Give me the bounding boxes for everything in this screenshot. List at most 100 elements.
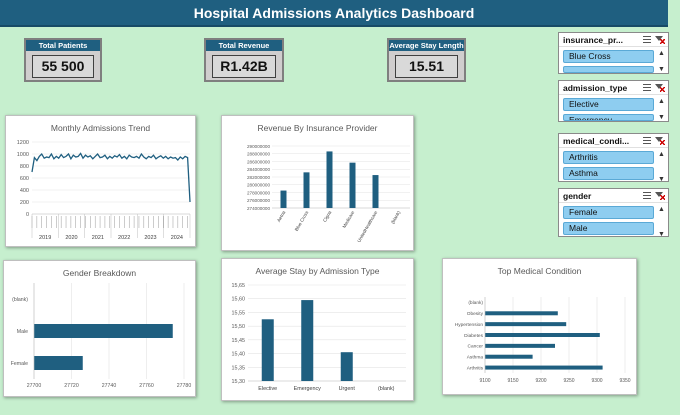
y-tick-label: 0 <box>26 212 29 218</box>
medical-condition-plot: 9100 9150 9200 9250 9300 9350 (blank) Obesity Hy… <box>455 297 631 384</box>
year-label: 2020 <box>65 235 77 241</box>
x-tick-label: 9100 <box>479 378 490 384</box>
slicer-item[interactable]: Elective <box>563 98 654 111</box>
y-tick-label: (blank) <box>12 297 28 303</box>
y-tick-label: Asthma <box>467 355 484 361</box>
slicer-item[interactable]: Male <box>563 222 654 235</box>
clear-filter-icon[interactable] <box>655 136 665 145</box>
y-tick-label: 1000 <box>17 152 29 158</box>
clear-filter-icon[interactable] <box>655 35 665 44</box>
y-tick-label: 1200 <box>17 140 29 146</box>
chart-title: Gender Breakdown <box>62 268 137 278</box>
year-label: 2023 <box>144 235 156 241</box>
revenue-plot: 274000000 276000000 278000000 280000000 2820… <box>247 144 410 244</box>
x-tick-label: UnitedHealthcare <box>356 210 378 244</box>
revenue-by-insurance-chart[interactable]: Revenue By Insurance Provider 274000000 2… <box>221 115 414 251</box>
kpi-label: Total Revenue <box>206 40 282 51</box>
y-tick-label: Hypertension <box>455 322 484 328</box>
slicer-item[interactable]: Blue Cross <box>563 50 654 63</box>
y-tick-label: Arthritis <box>467 365 484 371</box>
slicer-gender[interactable]: gender Female Male ▲ ▼ <box>558 188 669 238</box>
average-stay-chart[interactable]: Average Stay by Admission Type 15,30 15,3… <box>221 258 414 401</box>
kpi-label: Total Patients <box>26 40 100 51</box>
multi-select-icon[interactable] <box>642 136 652 145</box>
chart-title: Average Stay by Admission Type <box>255 266 380 276</box>
x-tick-label: 9200 <box>535 378 546 384</box>
y-tick-label: (blank) <box>468 300 483 306</box>
slicer-scrollbar[interactable]: ▲ ▼ <box>657 98 666 121</box>
clear-filter-icon[interactable] <box>655 191 665 200</box>
y-tick-label: 274000000 <box>247 206 270 211</box>
x-tick-label: 9150 <box>507 378 518 384</box>
x-tick-label: Blue Cross <box>294 209 310 232</box>
slicer-medical-condition[interactable]: medical_condi... Arthritis Asthma ▲ ▼ <box>558 133 669 183</box>
slicer-scrollbar[interactable]: ▲ ▼ <box>657 151 666 183</box>
kpi-value: R1.42B <box>212 55 276 78</box>
revenue-bar <box>372 175 379 208</box>
revenue-bar <box>280 190 287 208</box>
slicer-item[interactable]: Arthritis <box>563 151 654 164</box>
slicer-title: medical_condi... <box>563 135 630 146</box>
multi-select-icon[interactable] <box>642 83 652 92</box>
y-tick-label: 278000000 <box>247 190 270 195</box>
y-tick-label: 15,55 <box>232 310 246 316</box>
x-tick-label: 27700 <box>27 383 42 389</box>
slicer-item[interactable]: Asthma <box>563 167 654 180</box>
top-medical-condition-chart[interactable]: Top Medical Condition 9100 9150 9200 9250 93… <box>442 258 637 395</box>
y-tick-label: 276000000 <box>247 198 270 203</box>
y-tick-label: 400 <box>20 188 29 194</box>
monthly-admissions-chart[interactable]: Monthly Admissions Trend 0 200 400 600 800 10… <box>5 115 196 247</box>
kpi-total-patients[interactable]: Total Patients 55 500 <box>24 38 102 82</box>
kpi-label: Average Stay Length <box>389 40 464 51</box>
kpi-total-revenue[interactable]: Total Revenue R1.42B <box>204 38 284 82</box>
scroll-down-icon[interactable]: ▼ <box>658 114 665 121</box>
year-label: 2024 <box>171 235 183 241</box>
stay-bar <box>340 352 353 381</box>
y-tick-label: 200 <box>20 200 29 206</box>
condition-bar <box>485 365 603 370</box>
y-tick-label: Cancer <box>468 344 484 350</box>
condition-bar <box>485 311 558 316</box>
y-tick-label: Obesity <box>467 311 484 317</box>
x-tick-label: Aetna <box>276 210 287 223</box>
kpi-average-stay[interactable]: Average Stay Length 15.51 <box>387 38 466 82</box>
scroll-up-icon[interactable]: ▲ <box>658 151 665 158</box>
slicer-item[interactable]: Emergency <box>563 114 654 121</box>
multi-select-icon[interactable] <box>642 35 652 44</box>
x-tick-label: Cigna <box>322 210 333 223</box>
slicer-admission-type[interactable]: admission_type Elective Emergency ▲ ▼ <box>558 80 669 122</box>
y-tick-label: Diabetes <box>464 333 484 339</box>
scroll-up-icon[interactable]: ▲ <box>658 206 665 213</box>
slicer-title: admission_type <box>563 82 628 93</box>
condition-bar <box>485 333 600 337</box>
x-tick-label: 27780 <box>177 383 192 389</box>
condition-bar <box>485 322 567 327</box>
x-tick-label: 27740 <box>102 383 117 389</box>
scroll-down-icon[interactable]: ▼ <box>658 176 665 183</box>
gender-breakdown-chart[interactable]: Gender Breakdown 27700 27720 27740 27760 277… <box>3 260 196 397</box>
y-tick-label: 290000000 <box>247 144 270 149</box>
x-tick-label: Medicare <box>342 210 356 229</box>
slicer-item[interactable] <box>563 66 654 73</box>
clear-filter-icon[interactable] <box>655 83 665 92</box>
slicer-scrollbar[interactable]: ▲ ▼ <box>657 50 666 73</box>
scroll-up-icon[interactable]: ▲ <box>658 98 665 105</box>
slicer-item[interactable]: Female <box>563 206 654 219</box>
y-tick-label: 280000000 <box>247 183 270 188</box>
revenue-bar <box>349 162 356 208</box>
dashboard-title: Hospital Admissions Analytics Dashboard <box>0 0 668 27</box>
x-tick-label: (blank) <box>390 210 402 225</box>
scroll-down-icon[interactable]: ▼ <box>658 66 665 73</box>
y-tick-label: 15,40 <box>232 352 246 358</box>
chart-title: Monthly Admissions Trend <box>50 123 151 133</box>
year-label: 2021 <box>92 235 104 241</box>
scroll-down-icon[interactable]: ▼ <box>658 231 665 238</box>
y-tick-label: 15,60 <box>232 297 246 303</box>
multi-select-icon[interactable] <box>642 191 652 200</box>
slicer-insurance[interactable]: insurance_pr... Blue Cross ▲ ▼ <box>558 32 669 74</box>
gender-plot: 27700 27720 27740 27760 27780 (blank) Male Fema… <box>11 283 192 389</box>
stay-bar <box>301 300 314 381</box>
scroll-up-icon[interactable]: ▲ <box>658 50 665 57</box>
y-tick-label: 15,35 <box>232 365 246 371</box>
slicer-scrollbar[interactable]: ▲ ▼ <box>657 206 666 238</box>
